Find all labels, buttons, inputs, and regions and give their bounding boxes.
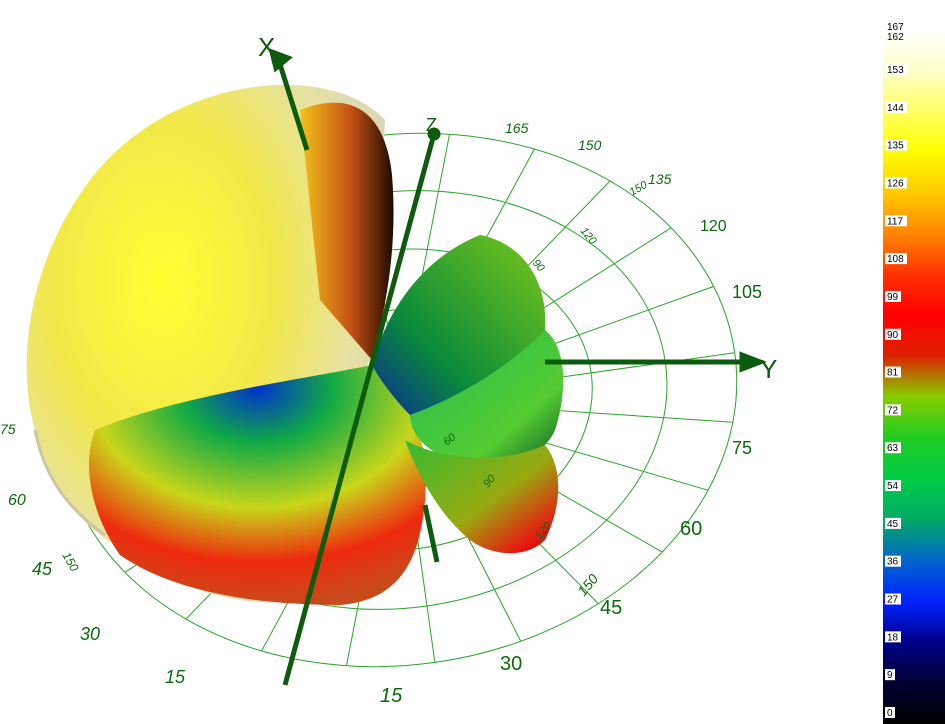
colorbar-tick-label: 90 (887, 330, 899, 341)
colorbar-tick-box (885, 707, 895, 718)
colorbar-tick-label: 153 (887, 65, 904, 76)
polar-label: 165 (505, 120, 529, 136)
y-axis-label: Y (760, 354, 777, 384)
polar-label: 30 (80, 624, 100, 644)
inner-label: 150 (574, 571, 601, 599)
colorbar-tick-box (885, 555, 901, 567)
colorbar-tick-box (885, 442, 901, 454)
x-axis-label: X (258, 32, 275, 62)
y-axis-arrow-icon (739, 351, 767, 373)
radiation-pattern-3d-view[interactable]: X Y Z 165 150 135 120 105 75 60 45 30 15… (0, 0, 880, 724)
colorbar-tick-box (885, 101, 907, 113)
colorbar-tick-label: 54 (887, 481, 899, 492)
polar-label: 75 (732, 438, 752, 458)
colorbar-tick-box (885, 517, 901, 529)
colorbar-tick-box (885, 64, 907, 75)
x-axis-line (275, 57, 310, 151)
colorbar-tick-label: 99 (887, 292, 899, 303)
z-axis-line (282, 133, 437, 686)
colorbar-tick-label: 167 (887, 22, 904, 33)
inner-label: 150 (59, 550, 81, 575)
polar-label: 45 (32, 559, 53, 579)
polar-label: 15 (380, 685, 403, 707)
colorbar-tick-box (885, 253, 907, 265)
colorbar-tick-box (885, 366, 901, 378)
polar-label: 120 (700, 218, 727, 235)
colorbar-tick-label: 135 (887, 141, 904, 152)
polar-label: 60 (680, 518, 702, 540)
polar-label: 135 (648, 171, 672, 187)
colorbar-tick-label: 117 (887, 216, 903, 227)
colorbar-tick-box (885, 215, 907, 227)
polar-label: 30 (500, 653, 522, 675)
colorbar-tick-label: 45 (887, 519, 899, 530)
polar-label: 105 (732, 282, 762, 302)
x-axis-arrow-icon (268, 47, 293, 73)
colorbar-tick-label: 126 (887, 178, 904, 189)
lower-lobe (89, 365, 426, 605)
colorbar-tick-box (885, 139, 907, 151)
colorbar-tick-label: 18 (887, 632, 899, 643)
colorbar-tick-label: 144 (887, 103, 904, 114)
colorbar-tick-box (885, 669, 895, 681)
polar-label: 60 (8, 492, 26, 509)
colorbar-tick-label: 0 (887, 708, 893, 719)
colorbar-tick-box (885, 480, 901, 492)
inner-label: 150 (628, 179, 651, 199)
color-scale-legend: 1671621531441351261171089990817263544536… (883, 22, 945, 724)
colorbar-tick-label: 162 (887, 32, 904, 43)
colorbar-tick-box (885, 404, 901, 416)
side-lobes (372, 235, 564, 554)
polar-label: 15 (165, 667, 186, 687)
inner-label: 120 (578, 225, 600, 247)
colorbar-tick-box (885, 593, 901, 605)
colorbar-tick-label: 81 (887, 368, 899, 379)
polar-label: 150 (578, 137, 602, 153)
colorbar-tick-box (885, 328, 901, 340)
colorbar-tick-label: 108 (887, 254, 904, 265)
colorbar-tick-label: 9 (887, 670, 893, 681)
colorbar-tick-label: 72 (887, 405, 899, 416)
colorbar-tick-box (885, 290, 901, 302)
axes (268, 47, 767, 686)
colorbar-tick-label: 36 (887, 557, 899, 568)
colorbar-tick-box (885, 631, 901, 643)
colorbar-tick-box (885, 177, 907, 189)
polar-angle-labels: 165 150 135 120 105 75 60 45 30 15 15 30… (0, 120, 762, 707)
polar-label: 75 (0, 421, 16, 437)
polar-label: 45 (600, 597, 622, 619)
colorbar-tick-label: 63 (887, 443, 899, 454)
z-axis-label: Z (426, 115, 437, 135)
colorbar-tick-label: 27 (887, 595, 899, 606)
